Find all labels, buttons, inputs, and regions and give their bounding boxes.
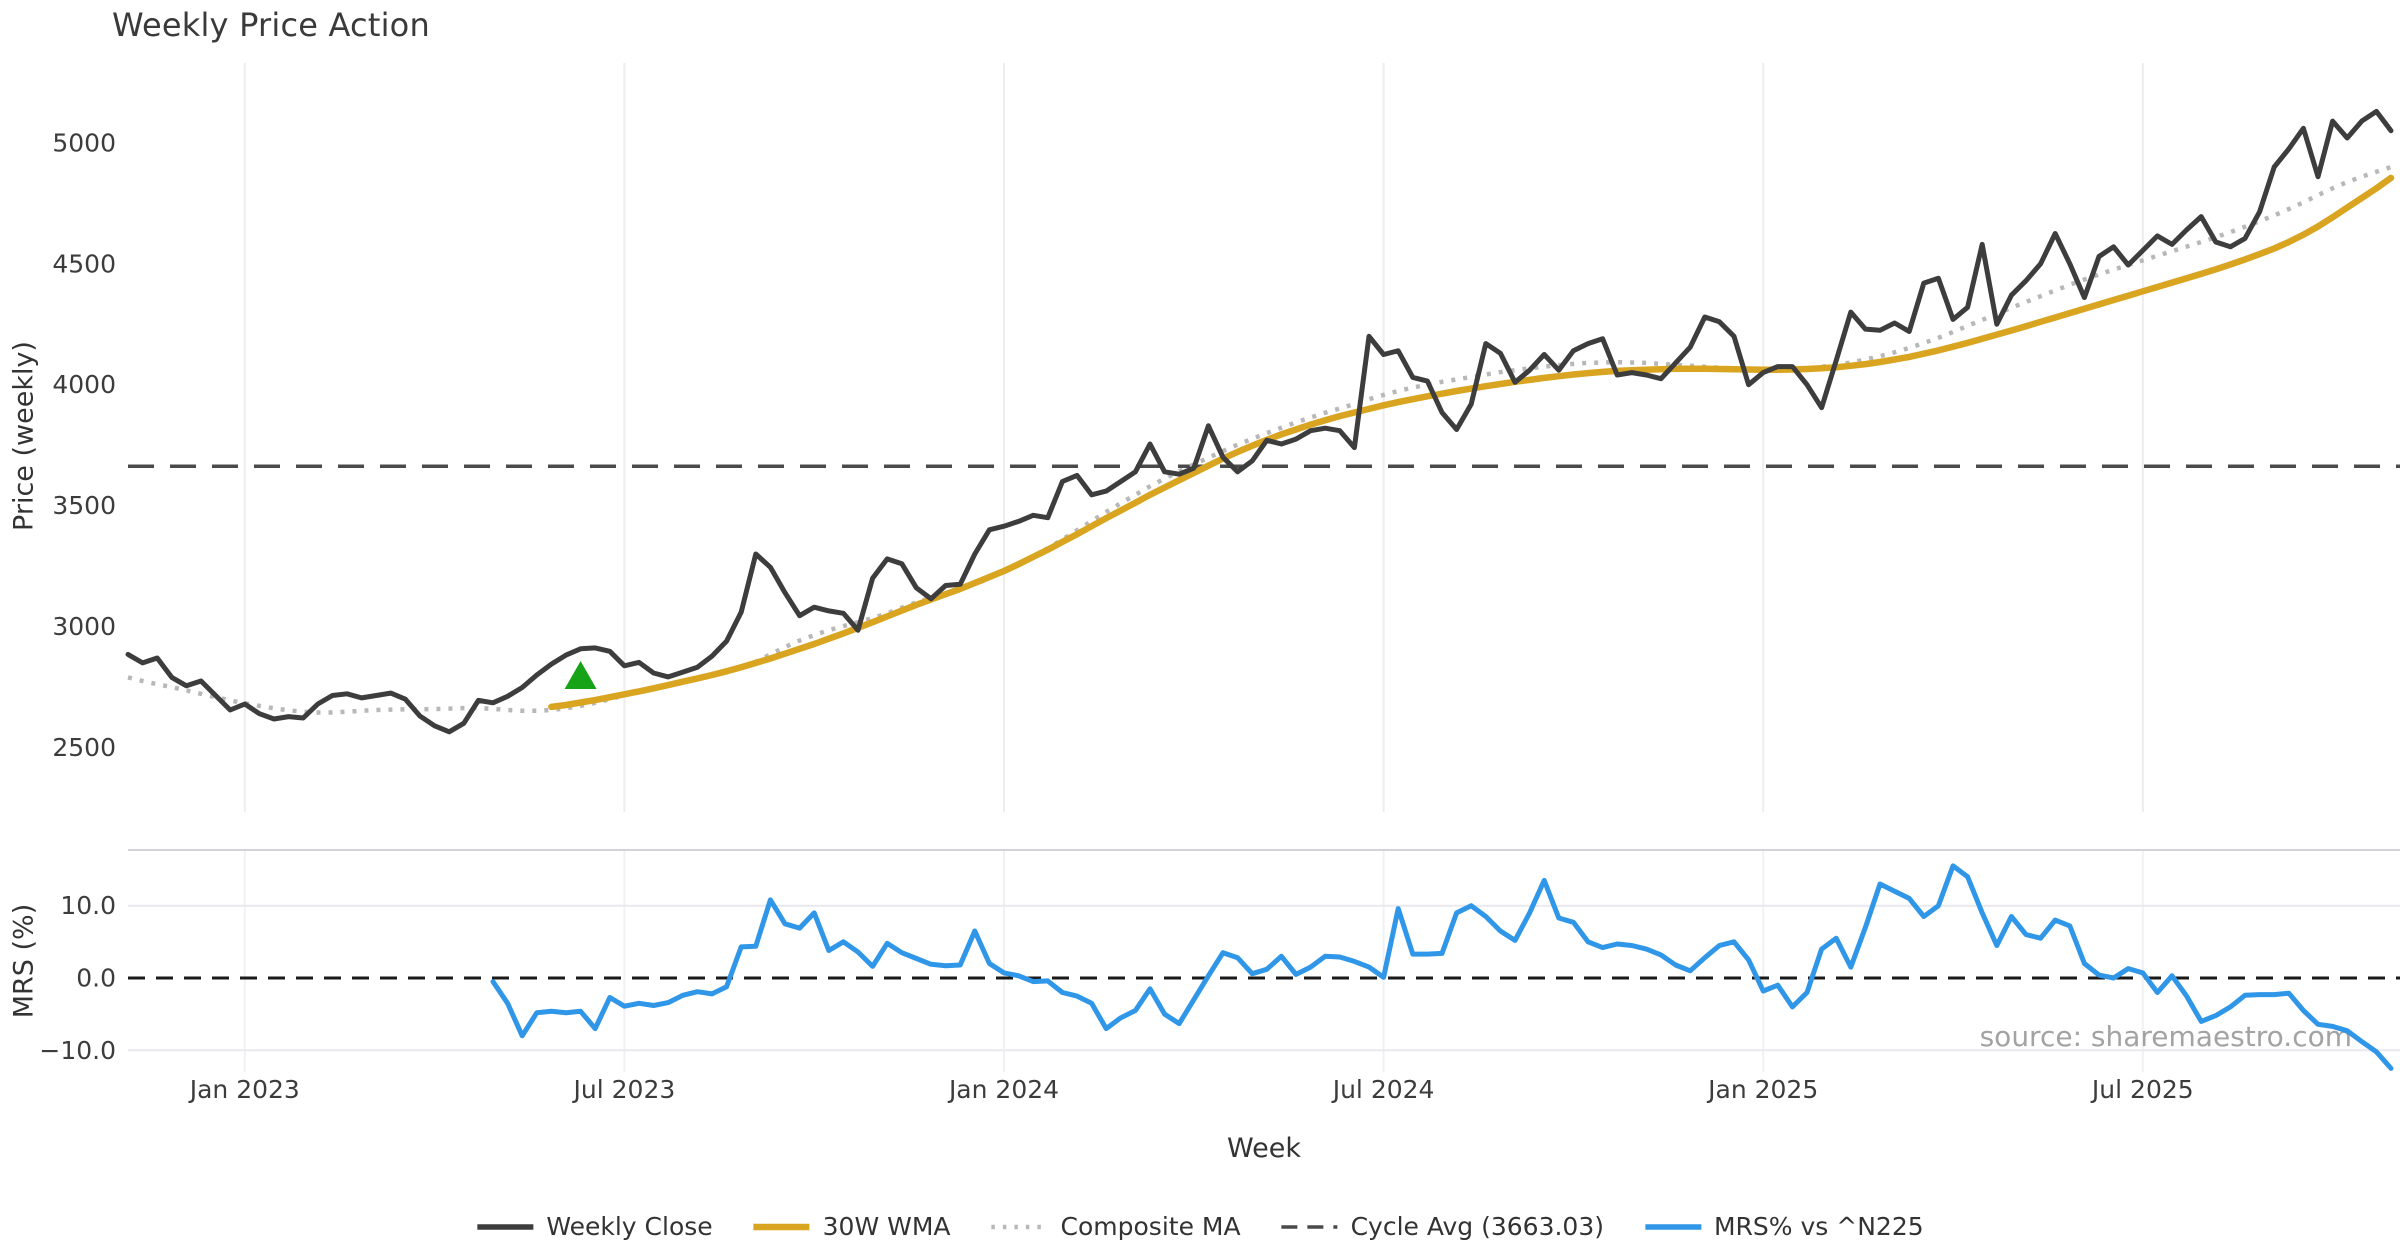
price-y-tick-label: 2500	[52, 733, 116, 762]
chart-legend: Weekly Close 30W WMA Composite MA Cycle Avg…	[476, 1212, 1924, 1241]
mrs-gridlines	[128, 904, 2400, 1052]
legend-label: Weekly Close	[546, 1212, 713, 1241]
mrs-line	[490, 863, 2394, 1071]
price-axis-label: Price (weekly)	[9, 341, 40, 531]
buy-signal-triangle-icon	[564, 661, 597, 689]
legend-line-swatch	[1644, 1223, 1701, 1230]
composite-ma-line	[127, 164, 2392, 715]
vertical-gridlines	[243, 63, 2144, 1072]
x-axis-label: Week	[1227, 1133, 1301, 1164]
price-y-tick-labels: 2500 3000 3500 4000 4500 5000	[52, 128, 116, 762]
legend-label: Cycle Avg (3663.03)	[1350, 1212, 1604, 1241]
price-y-tick-label: 4500	[52, 249, 116, 278]
x-tick-label: Jan 2023	[188, 1075, 300, 1104]
mrs-axis-label: MRS (%)	[9, 904, 40, 1019]
legend-item-composite-ma: Composite MA	[991, 1212, 1241, 1241]
legend-line-swatch	[1281, 1224, 1338, 1229]
legend-line-swatch	[991, 1224, 1048, 1229]
mrs-y-tick-labels: 10.0 0.0 −10.0	[39, 891, 116, 1065]
mrs-y-tick-label: 10.0	[60, 891, 116, 920]
weekly-close-line	[125, 108, 2394, 735]
x-tick-label: Jul 2023	[572, 1075, 676, 1104]
x-tick-label: Jul 2025	[2090, 1075, 2194, 1104]
x-tick-labels: Jan 2023 Jul 2023 Jan 2024 Jul 2024 Jan 2025…	[188, 1075, 2194, 1104]
price-y-tick-label: 3500	[52, 491, 116, 520]
chart-title: Weekly Price Action	[112, 6, 430, 44]
legend-label: Composite MA	[1060, 1212, 1241, 1241]
legend-line-swatch	[753, 1223, 810, 1230]
price-y-tick-label: 3000	[52, 612, 116, 641]
source-note: source: sharemaestro.com	[1980, 1020, 2352, 1053]
x-tick-label: Jan 2025	[1706, 1075, 1818, 1104]
legend-label: 30W WMA	[822, 1212, 951, 1241]
legend-item-30w-wma: 30W WMA	[753, 1212, 951, 1241]
price-y-tick-label: 5000	[52, 128, 116, 157]
mrs-y-tick-label: −10.0	[39, 1036, 116, 1065]
mrs-y-tick-label: 0.0	[76, 964, 116, 993]
legend-label: MRS% vs ^N225	[1713, 1212, 1924, 1241]
legend-item-mrs-vs-n225: MRS% vs ^N225	[1644, 1212, 1924, 1241]
mrs-panel	[128, 863, 2400, 1071]
price-panel	[125, 108, 2400, 735]
wma-line	[548, 174, 2395, 711]
legend-item-cycle-avg-3663-03: Cycle Avg (3663.03)	[1281, 1212, 1604, 1241]
price-y-tick-label: 4000	[52, 370, 116, 399]
x-tick-label: Jul 2024	[1331, 1075, 1435, 1104]
legend-line-swatch	[477, 1223, 534, 1230]
x-tick-label: Jan 2024	[947, 1075, 1059, 1104]
legend-item-weekly-close: Weekly Close	[476, 1212, 713, 1241]
